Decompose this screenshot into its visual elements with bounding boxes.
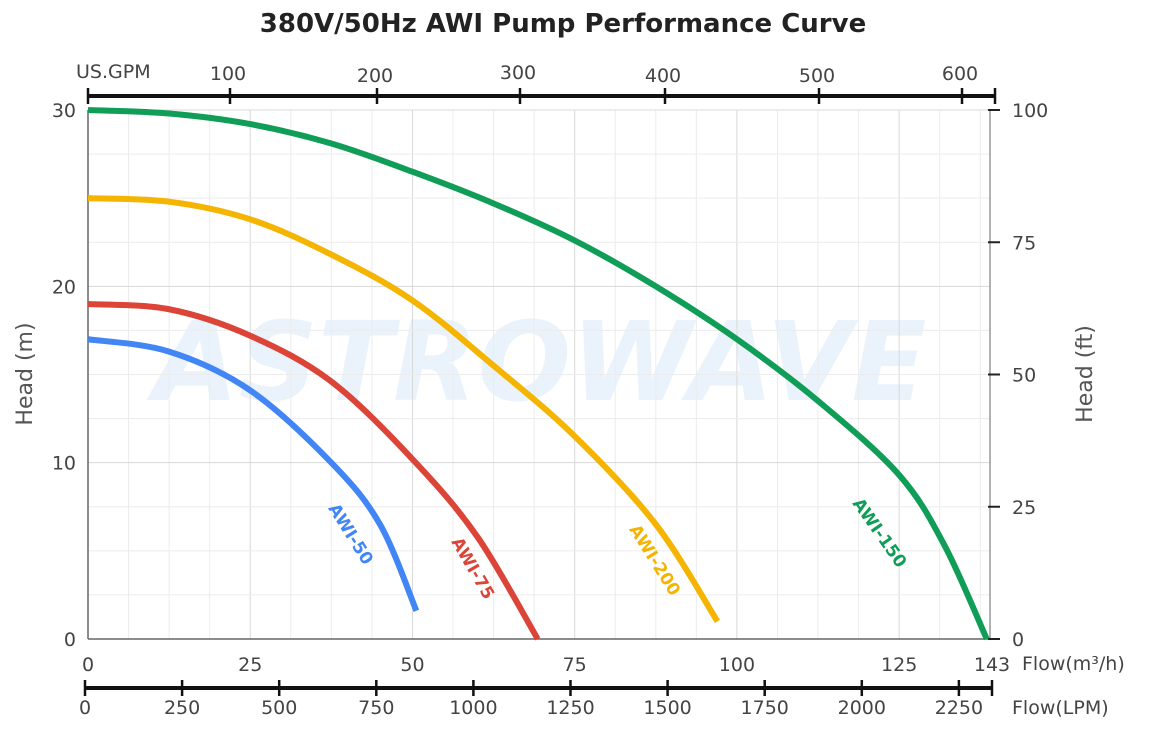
y-right-tick-label: 100 — [1012, 100, 1048, 122]
lpm-tick-label: 750 — [358, 697, 394, 719]
y-right-tick-label: 75 — [1012, 232, 1036, 254]
gpm-tick-label: 400 — [645, 65, 681, 87]
lpm-tick-label: 1500 — [643, 697, 691, 719]
y-right-tick-label: 50 — [1012, 365, 1036, 387]
top-axis-label: US.GPM — [76, 61, 151, 83]
lpm-tick-label: 2000 — [838, 697, 886, 719]
x-tick-label: 125 — [881, 654, 917, 676]
y-tick-label: 10 — [52, 453, 76, 475]
watermark-logo: ASTROWAVE — [146, 298, 927, 426]
chart-title: 380V/50Hz AWI Pump Performance Curve — [260, 9, 866, 39]
lpm-tick-label: 0 — [79, 697, 91, 719]
y-tick-label: 0 — [64, 629, 76, 651]
gpm-tick-label: 600 — [942, 63, 978, 85]
series-line-awi-75 — [87, 300, 541, 641]
gpm-tick-label: 500 — [799, 65, 835, 87]
y-right-axis-label: Head (ft) — [1073, 325, 1098, 423]
lpm-tick-label: 250 — [164, 697, 200, 719]
x-tick-label: 25 — [238, 654, 262, 676]
gpm-tick-label: 300 — [500, 62, 536, 84]
y-tick-label: 20 — [52, 276, 76, 298]
y-axis-label: Head (m) — [13, 322, 38, 425]
lpm-axis-label: Flow(LPM) — [1012, 697, 1109, 719]
x-tick-label: 75 — [563, 654, 587, 676]
lpm-tick-label: 500 — [261, 697, 297, 719]
lpm-tick-label: 1250 — [546, 697, 594, 719]
x-axis-label: Flow(m³/h) — [1022, 653, 1125, 675]
y-right-tick-label: 0 — [1012, 629, 1024, 651]
gpm-tick-label: 100 — [210, 63, 246, 85]
x-tick-label: 100 — [719, 654, 755, 676]
y-right-tick-label: 25 — [1012, 497, 1036, 519]
lpm-tick-label: 1000 — [449, 697, 497, 719]
series-line-awi-200 — [87, 195, 720, 623]
series-label: AWI-200 — [625, 521, 684, 600]
lpm-tick-label: 2250 — [935, 697, 983, 719]
x-end-label: 143 — [974, 654, 1010, 676]
y-tick-label: 30 — [52, 100, 76, 122]
series-line-awi-50 — [87, 336, 420, 612]
x-tick-label: 50 — [400, 654, 424, 676]
lpm-tick-label: 1750 — [741, 697, 789, 719]
gpm-tick-label: 200 — [357, 65, 393, 87]
x-tick-label: 0 — [82, 654, 94, 676]
series-label: AWI-150 — [848, 495, 910, 572]
grid — [88, 109, 990, 639]
series-label: AWI-75 — [447, 534, 498, 603]
series-line-awi-150 — [87, 107, 990, 641]
